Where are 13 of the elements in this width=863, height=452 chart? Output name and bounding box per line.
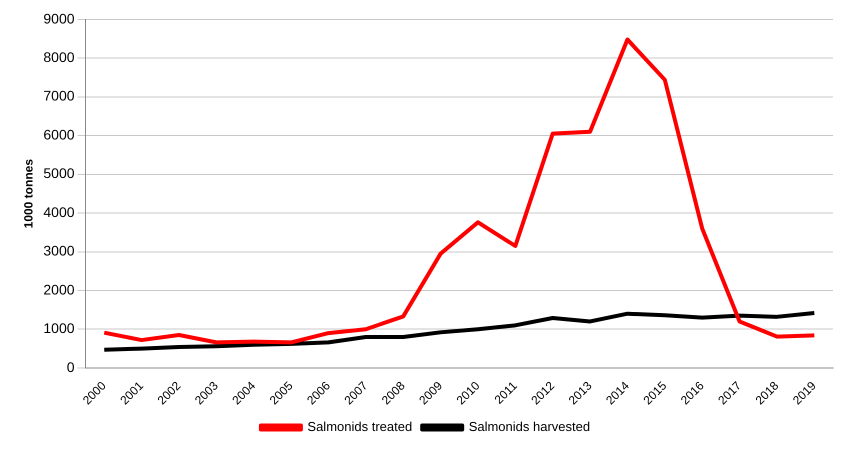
legend-label: Salmonids harvested bbox=[468, 419, 590, 434]
y-tick-label: 3000 bbox=[43, 242, 75, 259]
y-axis-title: 1000 tonnes bbox=[22, 158, 36, 228]
y-tick-label: 7000 bbox=[43, 88, 75, 104]
y-tick-label: 1000 bbox=[43, 320, 75, 336]
y-tick-label: 4000 bbox=[43, 204, 75, 220]
y-tick-label: 9000 bbox=[43, 10, 75, 26]
y-tick-label: 8000 bbox=[43, 48, 75, 65]
legend-label: Salmonids treated bbox=[307, 419, 412, 434]
y-tick-label: 6000 bbox=[43, 126, 75, 142]
y-tick-label: 2000 bbox=[43, 281, 75, 298]
y-tick-label: 5000 bbox=[43, 165, 75, 182]
y-tick-label: 0 bbox=[66, 358, 75, 375]
